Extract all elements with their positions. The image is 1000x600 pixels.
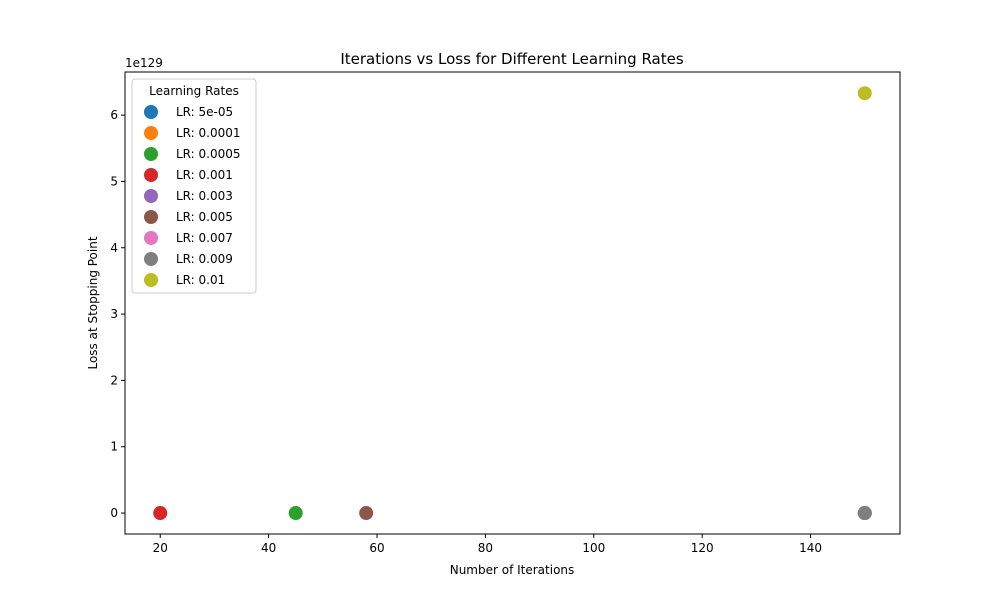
x-tick-label: 120 (691, 541, 714, 555)
legend-marker (144, 126, 158, 140)
legend-marker (144, 252, 158, 266)
legend-label: LR: 5e-05 (176, 105, 233, 119)
legend-label: LR: 0.0001 (176, 126, 241, 140)
legend-label: LR: 0.009 (176, 252, 233, 266)
y-tick-label: 4 (110, 241, 118, 255)
legend-marker (144, 210, 158, 224)
legend-label: LR: 0.0005 (176, 147, 241, 161)
data-point (153, 506, 168, 521)
legend-marker (144, 147, 158, 161)
y-tick-label: 6 (110, 108, 118, 122)
legend-label: LR: 0.001 (176, 168, 233, 182)
legend-label: LR: 0.007 (176, 231, 233, 245)
points-layer (153, 86, 872, 521)
x-tick-label: 40 (261, 541, 276, 555)
legend-marker (144, 231, 158, 245)
legend-title: Learning Rates (149, 84, 239, 98)
x-tick-label: 60 (369, 541, 384, 555)
x-tick-label: 100 (582, 541, 605, 555)
x-tick-label: 80 (478, 541, 493, 555)
data-point (857, 506, 872, 521)
y-tick-label: 1 (110, 440, 118, 454)
legend-marker (144, 168, 158, 182)
legend-label: LR: 0.005 (176, 210, 233, 224)
data-point (359, 506, 374, 521)
x-tick-label: 20 (153, 541, 168, 555)
legend-marker (144, 189, 158, 203)
plot-frame (124, 71, 901, 535)
chart-title: Iterations vs Loss for Different Learnin… (340, 50, 684, 68)
data-point (288, 506, 303, 521)
y-tick-label: 0 (110, 506, 118, 520)
data-point (857, 86, 872, 101)
y-tick-label: 2 (110, 373, 118, 387)
legend-marker (144, 105, 158, 119)
y-axis-label: Loss at Stopping Point (86, 236, 100, 369)
y-offset-label: 1e129 (125, 56, 163, 70)
ticks-layer: 20 40 60 80 100 120 140 0 1 2 3 4 5 6 (110, 108, 822, 555)
legend: Learning Rates LR: 5e-05 LR: 0.0001 LR: 0.… (131, 78, 257, 294)
legend-box (131, 78, 257, 294)
x-tick-label: 140 (799, 541, 822, 555)
legend-label: LR: 0.003 (176, 189, 233, 203)
x-axis-label: Number of Iterations (450, 563, 575, 577)
legend-label: LR: 0.01 (176, 273, 225, 287)
legend-marker (144, 273, 158, 287)
y-tick-label: 3 (110, 307, 118, 321)
y-tick-label: 5 (110, 174, 118, 188)
